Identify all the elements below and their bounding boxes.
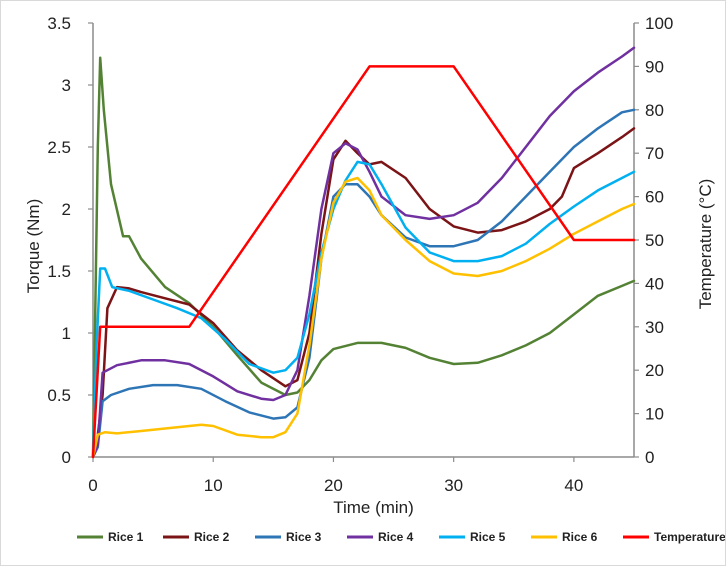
series-line-rice-3 — [91, 108, 636, 459]
y-left-tick-label: 1 — [62, 324, 71, 343]
series-line-rice-1 — [91, 56, 636, 459]
x-axis-title: Time (min) — [333, 498, 414, 517]
y-right-tick-label: 60 — [645, 188, 664, 207]
x-tick-label: 20 — [324, 476, 343, 495]
legend-label-rice-1: Rice 1 — [108, 530, 144, 544]
y-left-tick-label: 2 — [62, 200, 71, 219]
x-tick-label: 30 — [444, 476, 463, 495]
y-left-tick-label: 0.5 — [47, 386, 71, 405]
y-right-tick-label: 80 — [645, 101, 664, 120]
series-line-rice-4 — [91, 46, 636, 459]
legend-label-rice-3: Rice 3 — [286, 530, 322, 544]
series-layer — [91, 46, 636, 459]
legend-label-temperature: Temperature — [654, 530, 725, 544]
series-line-rice-2 — [91, 127, 636, 459]
series-line-rice-6 — [91, 176, 636, 459]
y-left-tick-label: 3 — [62, 76, 71, 95]
x-tick-label: 10 — [204, 476, 223, 495]
y-axis-left-title: Torque (Nm) — [24, 199, 43, 293]
y-right-tick-label: 20 — [645, 361, 664, 380]
y-right-tick-label: 70 — [645, 144, 664, 163]
y-left-tick-label: 1.5 — [47, 262, 71, 281]
y-right-tick-label: 40 — [645, 274, 664, 293]
legend-label-rice-5: Rice 5 — [470, 530, 506, 544]
y-right-tick-label: 10 — [645, 405, 664, 424]
legend-label-rice-6: Rice 6 — [562, 530, 598, 544]
y-right-tick-label: 30 — [645, 318, 664, 337]
x-tick-label: 0 — [88, 476, 97, 495]
y-axis-right-title: Temperature (°C) — [696, 179, 715, 310]
y-right-tick-label: 50 — [645, 231, 664, 250]
y-right-tick-label: 100 — [645, 14, 673, 33]
x-tick-label: 40 — [564, 476, 583, 495]
legend-label-rice-2: Rice 2 — [194, 530, 230, 544]
series-line-temperature — [91, 65, 636, 459]
legend: Rice 1 Rice 2 Rice 3 Rice 4 Rice 5 Rice 6 Temp… — [77, 530, 726, 544]
y-right-tick-label: 90 — [645, 57, 664, 76]
y-left-tick-label: 2.5 — [47, 138, 71, 157]
legend-label-rice-4: Rice 4 — [378, 530, 414, 544]
axes-layer: 0 10 20 30 40 0 0.5 1 1.5 2 2.5 3 3.5 0 10 20 30 40 50 60 70… — [24, 14, 715, 517]
y-right-tick-label: 0 — [645, 448, 654, 467]
y-left-tick-label: 3.5 — [47, 14, 71, 33]
y-left-tick-label: 0 — [62, 448, 71, 467]
